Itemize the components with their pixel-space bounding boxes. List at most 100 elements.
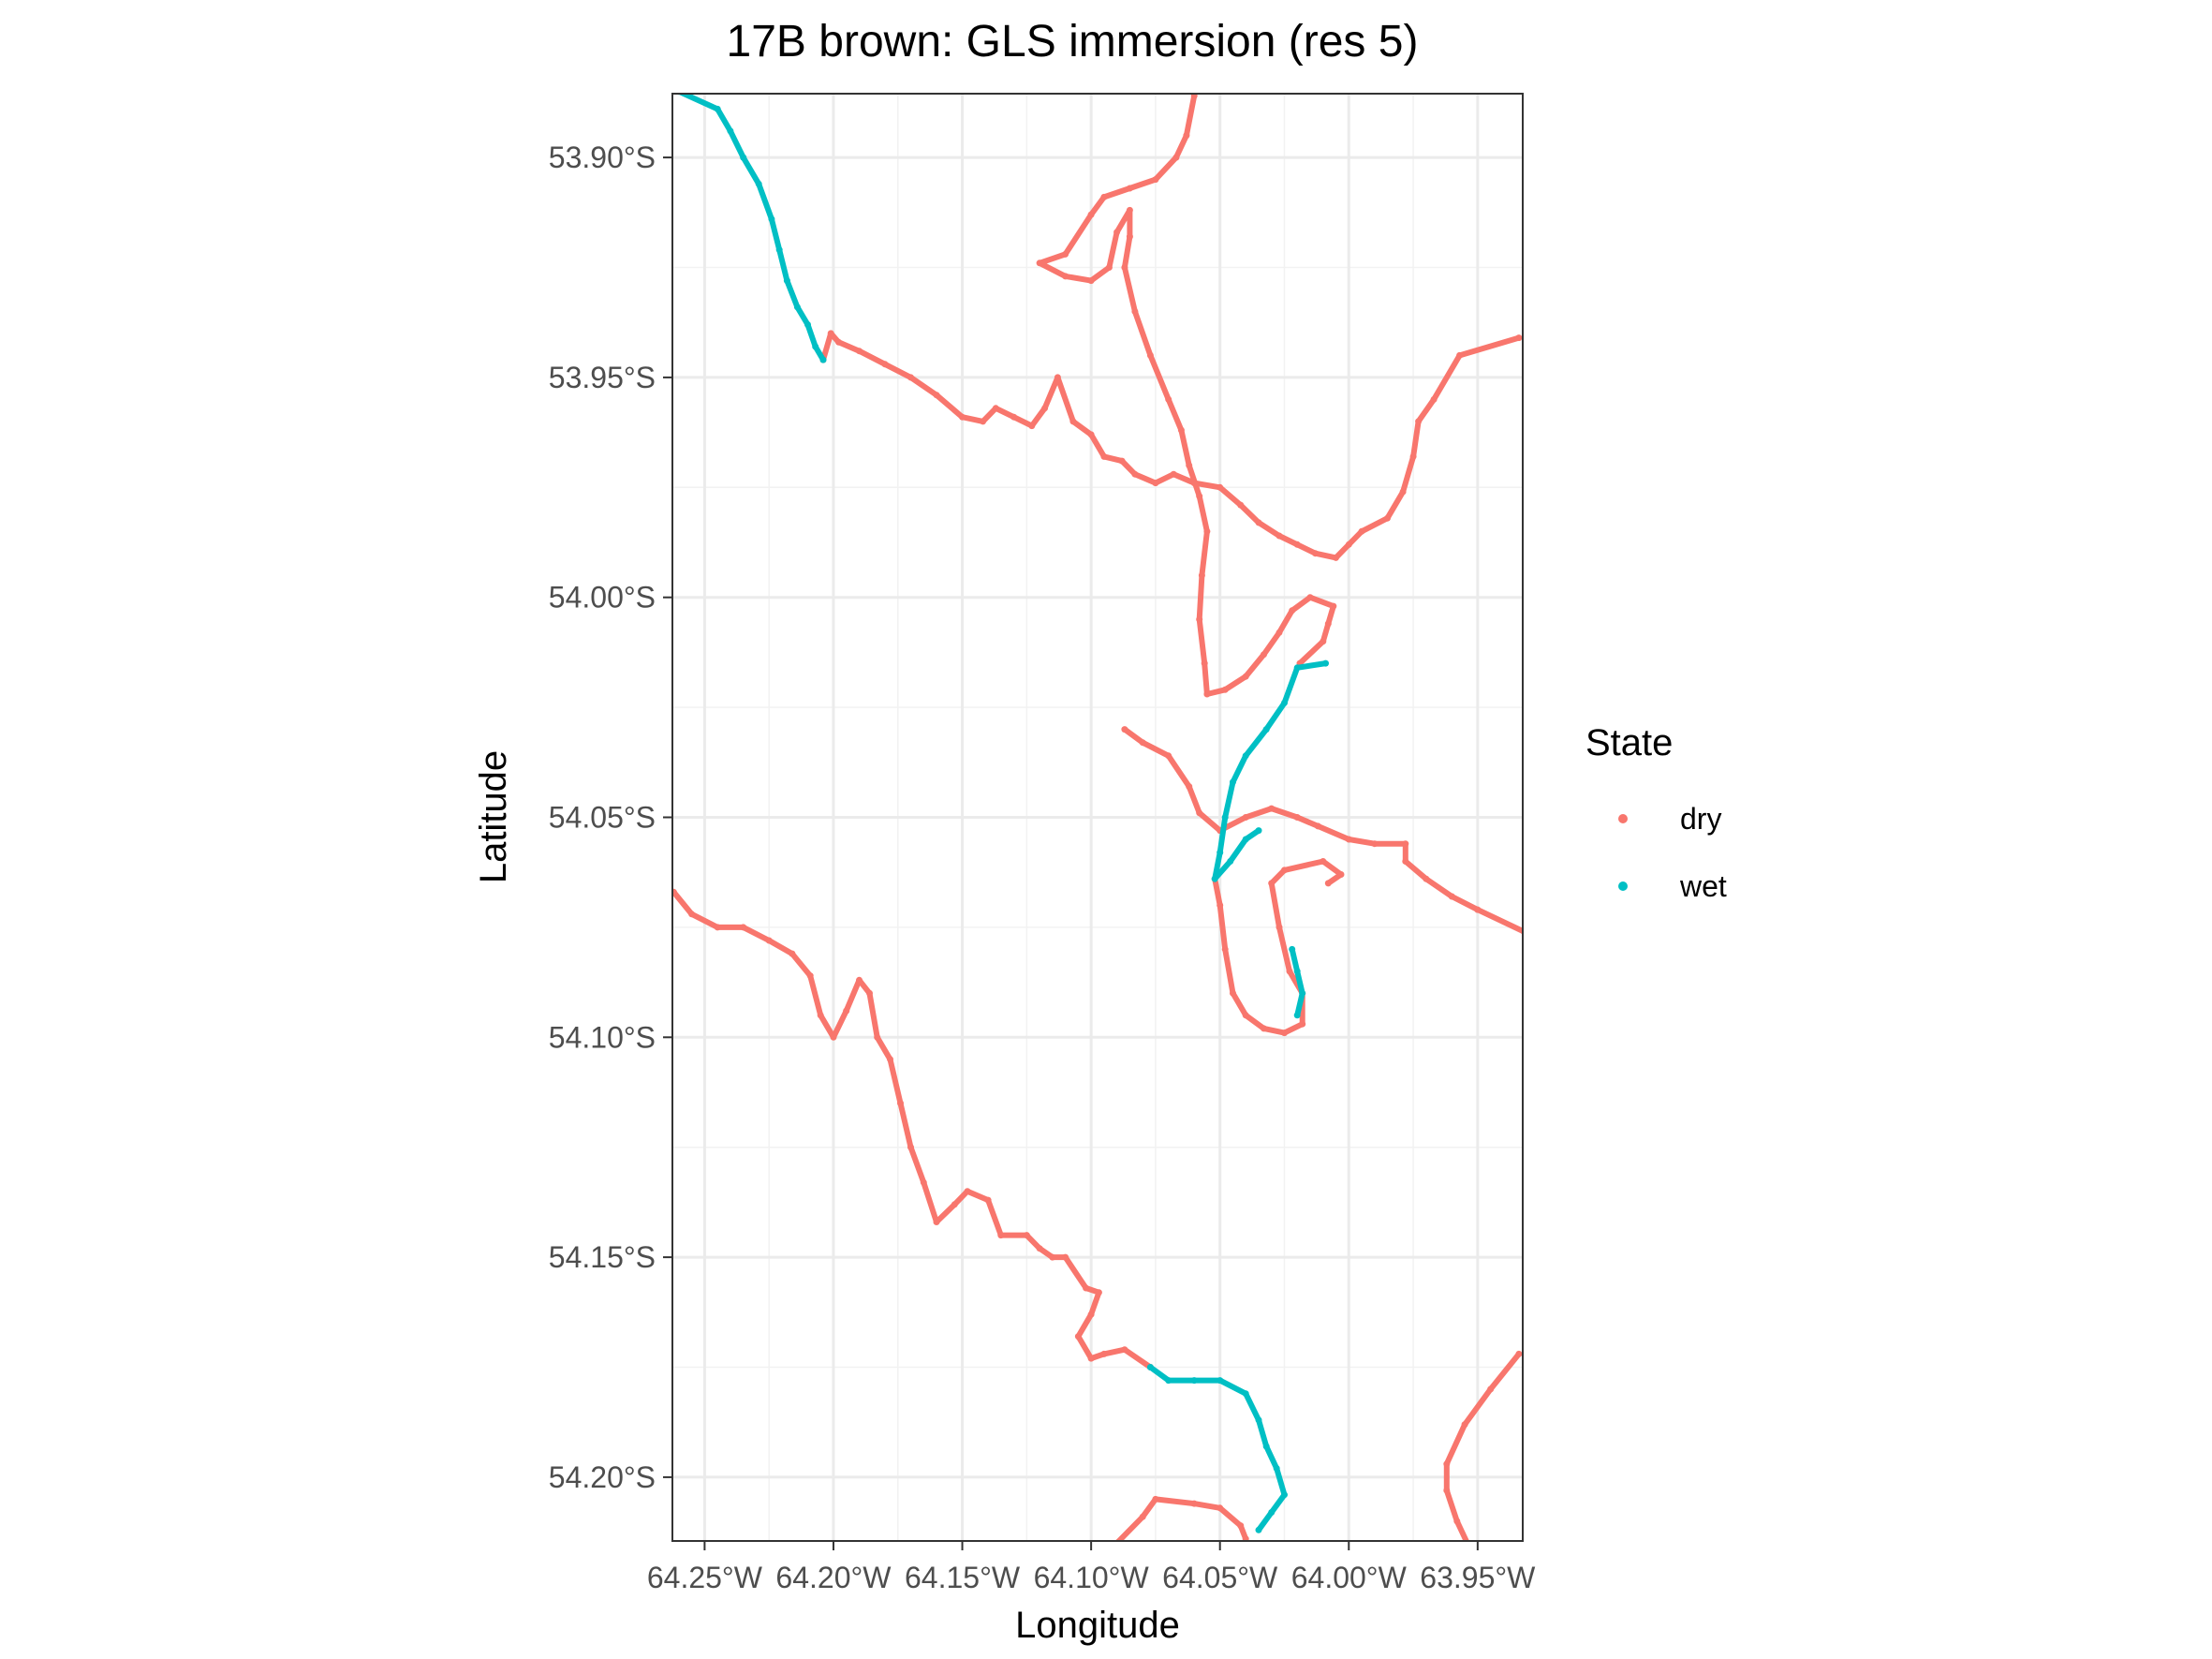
track-point-dry <box>827 330 834 337</box>
track-point-dry <box>1118 457 1126 465</box>
x-tick-label: 64.20°W <box>775 1561 892 1594</box>
track-point-dry <box>1384 514 1391 522</box>
track-point-dry <box>789 950 796 957</box>
track-point-dry <box>1409 452 1417 460</box>
track-point-dry <box>1221 945 1229 953</box>
track-point-dry <box>1095 1289 1102 1296</box>
track-point-dry <box>1293 814 1301 821</box>
track-point-dry <box>1268 880 1276 887</box>
track-line-wet <box>677 94 826 363</box>
chart-title: 17B brown: GLS immersion (res 5) <box>727 17 1419 67</box>
series-dry-track <box>819 330 1523 561</box>
legend-label-dry: dry <box>1680 802 1721 836</box>
track-point-wet <box>1217 849 1224 856</box>
track-point-wet <box>740 154 747 161</box>
track-point-dry <box>672 888 677 896</box>
legend-key-dry <box>1618 814 1628 823</box>
grid-lines <box>672 94 1523 1541</box>
track-point-dry <box>866 989 873 997</box>
track-point-dry <box>1087 1311 1095 1318</box>
track-point-dry <box>1087 211 1095 218</box>
x-axis-title: Longitude <box>1015 1605 1180 1646</box>
track-point-dry <box>1237 501 1245 509</box>
y-tick-label: 54.00°S <box>549 581 656 615</box>
track-point-wet <box>727 127 734 135</box>
track-point-dry <box>1306 594 1314 601</box>
track-point-wet <box>804 321 811 328</box>
track-point-dry <box>1402 840 1409 848</box>
track-point-wet <box>1146 1364 1154 1370</box>
track-point-wet <box>1221 814 1229 821</box>
track-point-dry <box>1152 1495 1159 1503</box>
series-dry-track <box>1443 1350 1523 1541</box>
x-tick-label: 64.25°W <box>647 1561 763 1594</box>
track-point-dry <box>1062 273 1069 280</box>
track-point-dry <box>992 405 999 412</box>
track-point-dry <box>1299 1020 1306 1028</box>
track-point-dry <box>1054 374 1061 381</box>
track-point-dry <box>1423 875 1430 882</box>
track-point-wet <box>1255 1416 1262 1424</box>
track-point-dry <box>920 1178 927 1186</box>
track-point-dry <box>1146 351 1154 359</box>
track-point-dry <box>1261 651 1267 659</box>
track-point-dry <box>1139 1513 1146 1520</box>
series-dry-track <box>1113 1495 1249 1541</box>
track-point-dry <box>1196 809 1203 817</box>
track-point-dry <box>1152 176 1159 184</box>
track-point-dry <box>1036 1245 1043 1252</box>
legend-key-wet <box>1618 881 1628 891</box>
track-point-wet <box>1190 1377 1198 1385</box>
track-point-dry <box>1010 413 1018 421</box>
y-tick-label: 54.20°S <box>549 1460 656 1494</box>
track-point-dry <box>1261 1025 1267 1032</box>
track-point-dry <box>1105 264 1113 271</box>
track-point-wet <box>1299 989 1306 997</box>
track-point-dry <box>874 1033 881 1041</box>
track-point-dry <box>1113 229 1121 236</box>
y-axis: 53.90°S 53.95°S 54.00°S 54.05°S 54.10°S 54.15… <box>549 141 672 1494</box>
track-point-dry <box>980 418 987 425</box>
track-point-dry <box>1062 250 1069 258</box>
track-point-dry <box>843 1007 850 1015</box>
track-point-dry <box>1165 752 1172 760</box>
track-point-dry <box>740 924 747 931</box>
track-point-dry <box>1358 527 1365 535</box>
track-point-dry <box>1330 602 1337 610</box>
y-tick-label: 53.95°S <box>549 361 656 394</box>
series-dry-track <box>1036 94 1337 698</box>
track-point-wet <box>775 246 783 254</box>
track-point-dry <box>1487 1385 1495 1393</box>
track-point-dry <box>1131 308 1139 315</box>
track-point-dry <box>835 338 842 346</box>
track-point-dry <box>1069 418 1077 425</box>
track-point-dry <box>1100 1350 1108 1357</box>
track-line-dry <box>672 889 1154 1370</box>
track-point-wet <box>1262 726 1270 733</box>
track-point-dry <box>881 361 889 368</box>
track-line-dry <box>1121 726 1523 935</box>
series-dry-track <box>672 888 1154 1370</box>
track-point-dry <box>1198 571 1205 579</box>
track-point-wet <box>1289 945 1296 953</box>
track-point-dry <box>1230 989 1236 997</box>
track-point-dry <box>1183 132 1190 140</box>
track-point-dry <box>1126 206 1133 214</box>
y-tick-label: 54.15°S <box>549 1240 656 1274</box>
track-point-dry <box>1276 629 1283 636</box>
x-tick-label: 64.00°W <box>1291 1561 1408 1594</box>
track-point-dry <box>1281 1029 1288 1037</box>
track-point-dry <box>1402 858 1409 865</box>
track-point-wet <box>1217 1377 1224 1385</box>
track-point-dry <box>1139 739 1146 747</box>
track-line-dry <box>820 330 1522 561</box>
track-point-dry <box>1448 893 1455 900</box>
series-wet-track <box>676 94 827 363</box>
track-point-dry <box>1276 924 1283 931</box>
track-point-wet <box>783 277 790 285</box>
track-point-dry <box>907 374 914 381</box>
track-point-dry <box>1036 259 1043 267</box>
track-point-dry <box>1217 1504 1224 1512</box>
track-point-wet <box>1262 1443 1270 1450</box>
